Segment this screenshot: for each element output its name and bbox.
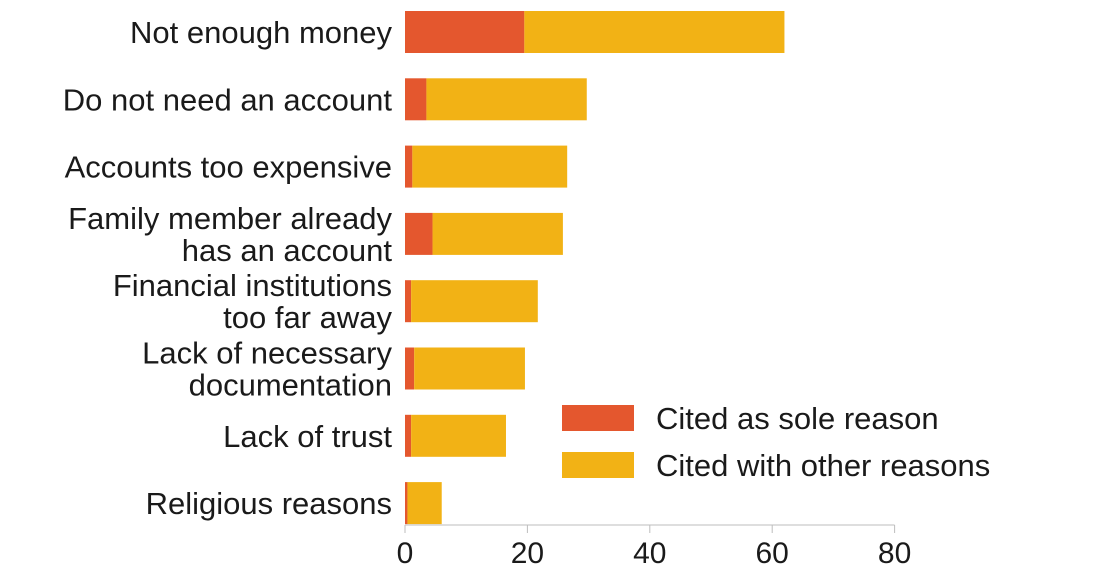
bar-segment-other-3 [432,212,563,255]
bar-segment-other-1 [426,78,587,121]
bar-segment-other-5 [414,347,525,390]
category-label-line: Not enough money [130,15,392,50]
category-label-7: Religious reasons [146,486,392,521]
category-label-line: Accounts too expensive [65,150,392,185]
bar-segment-sole-1 [405,78,427,121]
bar-segment-sole-3 [405,212,433,255]
category-label-line: Financial institutions [113,268,392,303]
category-label-line: too far away [223,300,392,335]
legend-swatch-other [562,452,634,478]
legend-label-sole: Cited as sole reason [656,401,939,436]
category-label-line: documentation [189,368,392,403]
category-label-0: Not enough money [130,15,392,50]
category-label-3: Family member already has an account [68,201,392,268]
bar-segment-other-4 [411,280,538,323]
bar-segment-other-7 [407,482,442,525]
bar-segment-other-0 [524,11,785,53]
x-tick-label-60: 60 [756,537,789,570]
legend-label-other: Cited with other reasons [656,448,990,483]
category-label-line: Religious reasons [146,486,392,521]
x-ticks-group: 0 20 40 60 80 [397,525,911,570]
category-labels-group: Not enough money Do not need an account Ac… [63,15,393,521]
bar-segment-sole-5 [405,347,415,390]
bar-segment-sole-2 [405,145,413,188]
category-label-4: Financial institutions too far away [113,268,393,335]
bar-segment-sole-0 [405,11,525,53]
legend-swatch-sole [562,405,634,431]
category-label-6: Lack of trust [223,419,392,454]
bar-segment-sole-4 [405,280,412,323]
category-label-2: Accounts too expensive [65,150,392,185]
bars-group [405,11,785,525]
x-tick-label-20: 20 [511,537,544,570]
bar-segment-other-6 [411,414,506,457]
category-label-line: Lack of necessary [142,336,392,371]
bar-segment-sole-6 [405,414,412,457]
category-label-line: Lack of trust [223,419,392,454]
category-label-line: Family member already [68,201,392,236]
bar-segment-other-2 [412,145,568,188]
x-tick-label-0: 0 [397,537,414,570]
bar-segment-sole-7 [405,482,408,525]
x-tick-label-40: 40 [633,537,666,570]
category-label-line: Do not need an account [63,82,393,117]
legend: Cited as sole reason Cited with other re… [562,401,990,483]
category-label-1: Do not need an account [63,82,393,117]
x-tick-label-80: 80 [878,537,911,570]
category-label-line: has an account [182,233,393,268]
category-label-5: Lack of necessary documentation [142,336,392,403]
